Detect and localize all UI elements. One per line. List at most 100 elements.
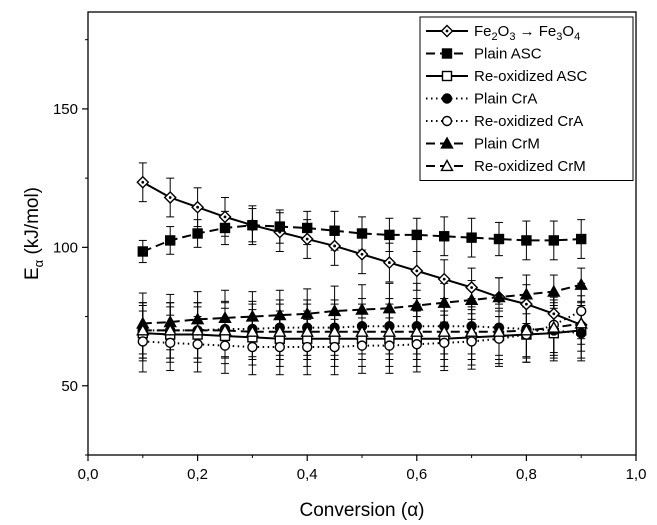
series-line-5 bbox=[142, 283, 582, 325]
point-s0-p15-center bbox=[552, 312, 556, 316]
point-s4-p4 bbox=[247, 341, 258, 353]
point-s1-p9 bbox=[384, 229, 395, 241]
point-s4-p10 bbox=[411, 339, 422, 350]
point-s5-p15 bbox=[547, 284, 561, 297]
point-s6-p0 bbox=[136, 323, 150, 336]
legend-marker bbox=[440, 159, 454, 172]
x-tick-label: 0,6 bbox=[406, 466, 427, 483]
legend-label: Re-oxidized CrA bbox=[474, 113, 583, 130]
legend-box bbox=[419, 16, 634, 181]
series-markers-layer bbox=[136, 175, 588, 353]
legend-label: Plain ASC bbox=[474, 46, 542, 63]
y-tick-label: 50 bbox=[61, 378, 78, 395]
point-s6-p15 bbox=[547, 320, 561, 333]
point-s0-p14-center bbox=[525, 302, 528, 306]
point-s3-p16 bbox=[576, 327, 587, 339]
legend-item-6: Re-oxidized CrM bbox=[426, 158, 586, 175]
series-line-1 bbox=[142, 224, 582, 253]
point-s1-p15 bbox=[548, 235, 559, 246]
point-s1-p6 bbox=[302, 222, 313, 234]
point-s4-p9 bbox=[384, 340, 395, 351]
point-s1-p5 bbox=[274, 221, 285, 232]
point-s5-p11 bbox=[437, 295, 451, 308]
point-s4-p2 bbox=[192, 339, 203, 350]
point-s5-p12 bbox=[464, 293, 479, 306]
point-s1-p2 bbox=[192, 228, 203, 239]
point-s1-p12 bbox=[466, 232, 477, 243]
legend-marker bbox=[441, 115, 453, 127]
point-s0-p6-center bbox=[305, 237, 309, 241]
point-s1-p10 bbox=[411, 229, 422, 241]
point-s1-p8 bbox=[356, 228, 368, 239]
y-axis-ticks: 50 100 150 bbox=[53, 39, 88, 456]
point-s5-p16 bbox=[574, 277, 588, 290]
point-s1-p7 bbox=[329, 225, 340, 236]
point-s0-p9-center bbox=[388, 261, 391, 264]
point-s5-p4 bbox=[245, 309, 260, 322]
x-tick-label: 0,8 bbox=[516, 466, 537, 483]
legend-marker bbox=[440, 136, 454, 149]
legend-label: Plain CrA bbox=[474, 91, 537, 108]
point-s4-p5 bbox=[274, 341, 285, 353]
legend-item-1: Plain ASC bbox=[426, 46, 542, 63]
point-s6-p12 bbox=[464, 324, 479, 337]
y-tick-label: 150 bbox=[53, 101, 78, 118]
point-s1-p4 bbox=[247, 219, 258, 231]
legend-label: Re-oxidized ASC bbox=[474, 68, 588, 85]
point-s5-p7 bbox=[327, 304, 342, 317]
legend-marker bbox=[441, 70, 453, 82]
y-axis-title-subscript: α bbox=[31, 259, 46, 267]
y-axis-title: Eα (kJ/mol) bbox=[22, 187, 46, 280]
x-tick-label: 1,0 bbox=[626, 466, 647, 483]
point-s4-p0 bbox=[137, 336, 149, 347]
point-s4-p3 bbox=[219, 340, 231, 351]
point-s0-p1-center bbox=[168, 196, 172, 199]
legend-item-0: Fe2O3 → Fe3O4 bbox=[426, 23, 580, 43]
x-axis-ticks: 0,0 0,2 0,4 0,6 0,8 1,0 bbox=[78, 455, 647, 483]
point-s5-p13 bbox=[492, 290, 506, 303]
legend-item-4: Re-oxidized CrA bbox=[426, 113, 583, 130]
point-s0-p10-center bbox=[415, 269, 419, 273]
point-s0-p0-center bbox=[141, 180, 145, 184]
point-s6-p3 bbox=[218, 323, 232, 336]
point-s6-p16 bbox=[574, 316, 588, 329]
point-s6-p1 bbox=[163, 323, 177, 336]
point-s6-p5 bbox=[273, 324, 287, 337]
point-s4-p8 bbox=[356, 340, 368, 351]
legend-item-5: Plain CrM bbox=[426, 136, 540, 153]
legend-marker-center bbox=[445, 29, 449, 33]
point-s6-p8 bbox=[355, 324, 369, 337]
legend-label: Re-oxidized CrM bbox=[474, 158, 586, 175]
point-s6-p10 bbox=[410, 324, 424, 337]
series-line-6 bbox=[142, 322, 582, 333]
point-s0-p2-center bbox=[196, 205, 200, 209]
point-s6-p4 bbox=[245, 324, 260, 337]
point-s6-p14 bbox=[519, 323, 534, 336]
point-s1-p1 bbox=[164, 235, 176, 246]
y-axis-title-unit: (kJ/mol) bbox=[22, 187, 43, 260]
point-s5-p8 bbox=[355, 302, 369, 315]
point-s4-p7 bbox=[329, 341, 340, 353]
point-s4-p6 bbox=[302, 341, 313, 353]
point-s6-p6 bbox=[300, 324, 314, 337]
point-s4-p16 bbox=[576, 305, 587, 317]
point-s4-p11 bbox=[439, 337, 450, 349]
point-s6-p2 bbox=[190, 323, 205, 336]
legend-label: Plain CrM bbox=[474, 136, 540, 153]
point-s4-p1 bbox=[164, 337, 176, 349]
point-s0-p3-center bbox=[223, 215, 227, 219]
series-line-3 bbox=[142, 325, 582, 335]
point-s5-p5 bbox=[273, 308, 287, 321]
point-s6-p7 bbox=[327, 324, 342, 337]
series-line-4 bbox=[142, 310, 582, 349]
point-s1-p0 bbox=[137, 246, 149, 257]
point-s5-p14 bbox=[519, 287, 534, 300]
point-s1-p3 bbox=[219, 222, 231, 234]
point-s1-p16 bbox=[576, 233, 587, 245]
legend-marker bbox=[441, 93, 453, 104]
x-axis-title: Conversion (α) bbox=[299, 500, 424, 521]
legend: Fe2O3 → Fe3O4 Plain ASC Re-oxidized ASC Pla… bbox=[419, 16, 634, 181]
point-s1-p13 bbox=[493, 233, 505, 245]
point-s6-p13 bbox=[492, 324, 506, 337]
